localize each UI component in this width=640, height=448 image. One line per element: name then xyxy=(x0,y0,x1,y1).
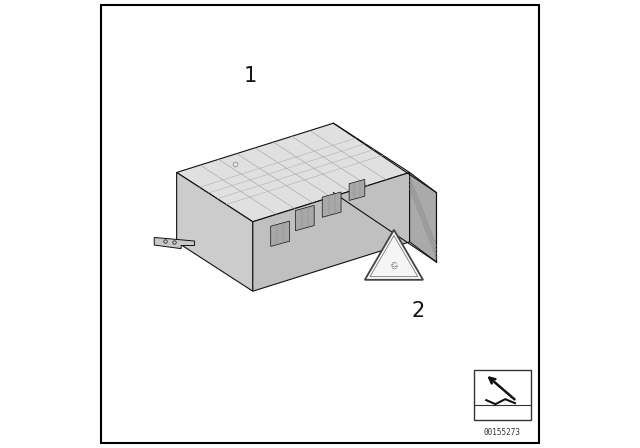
Polygon shape xyxy=(349,179,365,201)
Bar xyxy=(474,370,531,420)
Polygon shape xyxy=(410,172,436,262)
Text: ♲: ♲ xyxy=(390,261,398,271)
Polygon shape xyxy=(365,230,423,280)
Polygon shape xyxy=(177,123,410,222)
Text: 2: 2 xyxy=(412,302,425,321)
Polygon shape xyxy=(177,172,253,291)
Polygon shape xyxy=(296,205,314,231)
Text: 00155273: 00155273 xyxy=(484,428,521,437)
Polygon shape xyxy=(323,192,341,217)
Polygon shape xyxy=(154,237,195,249)
Polygon shape xyxy=(253,172,410,291)
Polygon shape xyxy=(271,221,289,246)
Text: 1: 1 xyxy=(244,66,257,86)
